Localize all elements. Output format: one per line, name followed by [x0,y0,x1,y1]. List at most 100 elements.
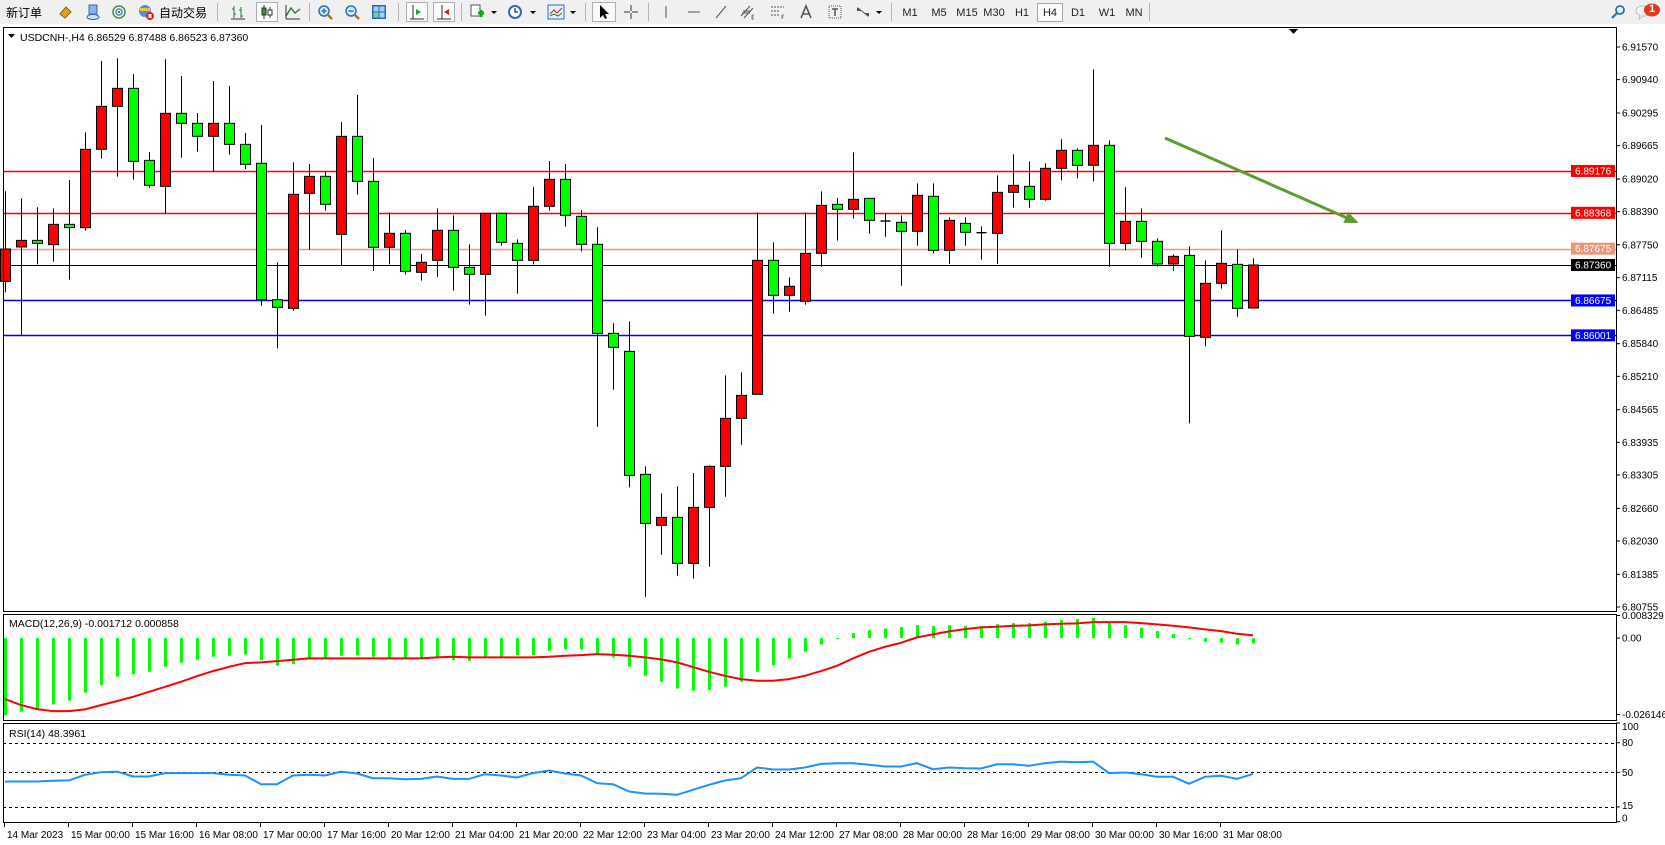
line-chart-icon[interactable] [284,3,302,21]
tile-windows-icon[interactable] [370,3,388,21]
vertical-line-icon[interactable] [657,3,675,21]
macd-histogram-bar [1188,638,1191,640]
auto-trading-button[interactable]: 自动交易 [158,3,208,21]
toolbar-separator [217,3,218,21]
indicators-icon[interactable] [546,3,566,21]
auto-scroll-icon[interactable] [406,2,428,22]
search-icon[interactable] [1609,3,1627,21]
macd-histogram-bar [420,638,423,659]
cursor-icon[interactable] [592,2,616,22]
candle [1136,208,1147,258]
chart-shift-icon[interactable] [433,2,455,22]
timeframe-mn-button[interactable]: MN [1125,6,1143,19]
price-tick-label: 6.82030 [1622,536,1659,547]
timeframe-m15-button[interactable]: M15 [956,6,978,19]
candle [528,187,539,265]
chart-panel-frame [3,27,1617,612]
candle-body [368,180,379,248]
macd-histogram-bar [468,638,471,661]
candle [272,262,283,349]
candle-body [992,191,1003,234]
price-line-label: 6.87360 [1575,260,1612,271]
price-tick-label: 6.87750 [1622,240,1659,251]
trendline-icon[interactable] [712,3,730,21]
price-line-label-bg [1571,206,1615,219]
macd-histogram-bar [244,638,247,655]
crosshair-icon[interactable] [622,3,640,21]
macd-histogram-bar [1172,634,1175,639]
candle [1168,254,1179,271]
candlestick-chart-icon[interactable] [256,2,278,22]
messages-button[interactable]: 1 [1634,3,1662,21]
candle [784,277,795,312]
periods-dropdown-icon[interactable] [528,3,538,21]
macd-histogram-bar [1108,622,1111,639]
candle [560,164,571,227]
time-tick-label: 15 Mar 16:00 [135,830,194,841]
timeframe-m1-button[interactable]: M1 [902,6,918,19]
arrows-icon[interactable] [854,3,872,21]
candle [320,172,331,211]
timeframe-m5-button[interactable]: M5 [931,6,947,19]
market-watch-icon[interactable] [56,3,74,21]
chart-menu-triangle-icon[interactable] [8,34,15,38]
data-window-icon[interactable] [84,3,102,21]
text-label-icon[interactable] [826,3,844,21]
new-chart-icon[interactable] [468,3,486,21]
toolbar-separator [461,3,462,21]
macd-histogram-bar [452,638,455,661]
new-order-button[interactable]: 新订单 [2,3,46,21]
timeframe-h4-button[interactable]: H4 [1037,3,1063,22]
bar-chart-icon[interactable] [229,3,247,21]
time-tick-label: 24 Mar 12:00 [775,830,834,841]
macd-histogram-bar [564,638,567,650]
chart-shift-marker-icon[interactable] [1289,29,1298,34]
candle-body [736,394,747,419]
auto-trading-icon[interactable] [136,3,156,21]
equidistant-channel-icon[interactable] [739,3,757,21]
macd-histogram-bar [436,638,439,658]
arrow-head-icon [1343,211,1359,224]
timeframe-d1-button[interactable]: D1 [1070,6,1086,19]
time-tick-label: 29 Mar 08:00 [1031,830,1090,841]
macd-histogram-bar [1220,638,1223,643]
candle-body [512,242,523,261]
chart-window[interactable]: 6.91570 6.90940 6.90295 6.89665 6.89020 6.883… [0,24,1665,845]
candle [576,210,587,252]
chart-panel-frame [3,723,1617,823]
timeframe-w1-button[interactable]: W1 [1098,6,1116,19]
time-tick-label: 17 Mar 00:00 [263,830,322,841]
candle [624,321,635,488]
timeframe-h1-button[interactable]: H1 [1014,6,1030,19]
navigator-icon[interactable] [110,3,128,21]
text-icon[interactable] [797,3,815,21]
periods-clock-icon[interactable] [506,3,524,21]
candle-body [192,122,203,137]
candle-body [240,143,251,165]
candle [1216,230,1227,289]
candle [448,215,459,291]
candle-body [1104,144,1115,244]
zoom-in-icon[interactable] [316,3,334,21]
new-chart-dropdown-icon[interactable] [489,3,499,21]
candle-body [624,350,635,476]
horizontal-line-icon[interactable] [685,3,703,21]
timeframe-m30-button[interactable]: M30 [983,6,1005,19]
price-tick-label: 6.83305 [1622,470,1659,481]
macd-histogram-bar [596,638,599,654]
macd-histogram-bar [532,638,535,656]
auto-trading-label: 自动交易 [158,5,207,20]
fibonacci-icon[interactable] [769,3,787,21]
price-line-label-bg [1571,164,1615,177]
toolbar: 新订单 自动交易 [0,0,1665,25]
price-line-label: 6.89176 [1575,166,1612,177]
price-line-label-bg [1571,242,1615,255]
trend-arrow-line[interactable] [1164,136,1352,221]
toolbar-separator [648,3,649,21]
candle-body [96,105,107,150]
indicators-dropdown-icon[interactable] [568,3,578,21]
arrows-dropdown-icon[interactable] [874,3,884,21]
macd-histogram-bar [84,638,87,693]
zoom-out-icon[interactable] [343,3,361,21]
time-tick-label: 22 Mar 12:00 [583,830,642,841]
